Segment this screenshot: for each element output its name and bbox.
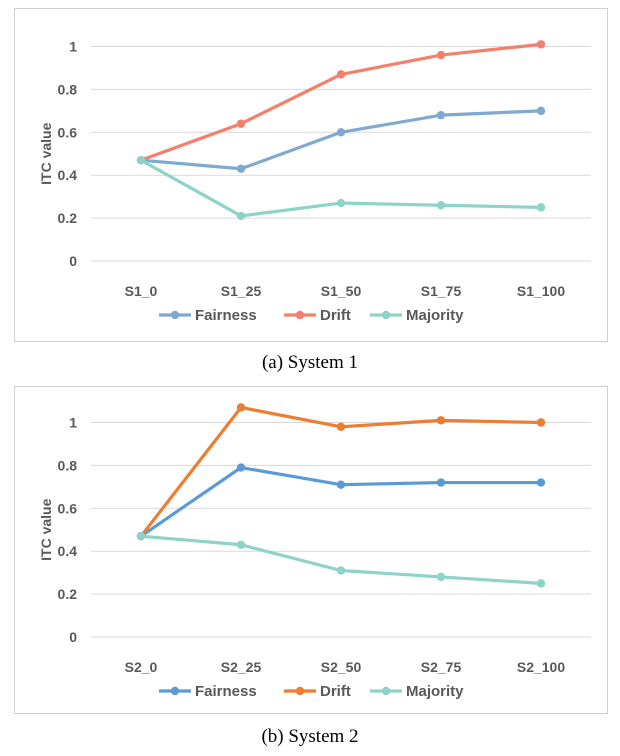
x-tick-label: S1_50 bbox=[321, 283, 362, 299]
legend-label-majority: Majority bbox=[406, 307, 464, 324]
legend-label-drift: Drift bbox=[320, 683, 351, 700]
y-axis-label: ITC value bbox=[38, 122, 54, 184]
y-tick-label: 1 bbox=[69, 415, 77, 431]
series-line-drift bbox=[140, 42, 542, 162]
data-point-fairness bbox=[436, 110, 446, 120]
data-point-drift bbox=[336, 70, 346, 79]
chart-panel-system-1: 0 0.2 0.4 0.6 0.8 1 ITC value S1_0 S1_25 S1_50 S1_… bbox=[14, 8, 608, 342]
data-point-majority bbox=[536, 579, 546, 588]
y-tick-label: 0 bbox=[69, 629, 77, 645]
y-tick-label: 0.4 bbox=[58, 543, 78, 559]
data-point-fairness bbox=[336, 128, 346, 137]
legend-label-majority: Majority bbox=[406, 683, 464, 700]
y-tick-label: 0.6 bbox=[58, 124, 78, 140]
data-point-majority bbox=[236, 540, 246, 549]
x-tick-label: S2_75 bbox=[421, 659, 462, 675]
data-point-fairness bbox=[536, 478, 546, 487]
data-point-fairness bbox=[236, 164, 246, 173]
data-point-majority bbox=[436, 572, 446, 582]
y-tick-label: 0.2 bbox=[58, 210, 78, 226]
data-point-drift bbox=[536, 40, 546, 49]
legend-swatch-marker bbox=[381, 686, 391, 696]
y-tick-label: 0.6 bbox=[58, 500, 78, 516]
y-axis-label: ITC value bbox=[38, 498, 54, 560]
line-chart-system-2: 0 0.2 0.4 0.6 0.8 1 ITC value S2_0 S2_25 S2_50 S2_… bbox=[38, 403, 591, 700]
data-point-drift bbox=[336, 422, 346, 431]
caption-system-2: (b) System 2 bbox=[261, 726, 359, 747]
y-tick-label: 0.4 bbox=[58, 167, 78, 183]
x-tick-label: S1_0 bbox=[125, 283, 158, 299]
x-tick-label: S2_100 bbox=[517, 659, 565, 675]
x-tick-label: S2_25 bbox=[221, 659, 262, 675]
x-tick-label: S2_50 bbox=[321, 659, 362, 675]
data-point-majority bbox=[336, 198, 346, 208]
line-chart-system-1: 0 0.2 0.4 0.6 0.8 1 ITC value S1_0 S1_25 S1_50 S1_… bbox=[38, 39, 591, 324]
legend-swatch-marker bbox=[170, 310, 180, 320]
data-point-majority bbox=[136, 531, 146, 541]
y-tick-label: 1 bbox=[69, 39, 77, 55]
x-tick-label: S1_100 bbox=[517, 283, 565, 299]
legend-swatch-marker bbox=[381, 310, 391, 320]
y-tick-label: 0 bbox=[69, 253, 77, 269]
data-point-majority bbox=[236, 211, 246, 221]
data-point-fairness bbox=[336, 480, 346, 489]
data-point-majority bbox=[536, 203, 546, 212]
data-point-drift bbox=[236, 119, 246, 128]
data-point-fairness bbox=[536, 106, 546, 116]
y-tick-label: 0.8 bbox=[58, 81, 78, 97]
legend-swatch-marker bbox=[295, 310, 305, 320]
legend-label-drift: Drift bbox=[320, 307, 351, 324]
data-point-drift bbox=[236, 403, 246, 412]
x-tick-label: S1_75 bbox=[421, 283, 462, 299]
y-tick-label: 0.8 bbox=[58, 457, 78, 473]
data-point-majority bbox=[136, 155, 146, 165]
chart-panel-system-2: 0 0.2 0.4 0.6 0.8 1 ITC value S2_0 S2_25 S2_50 S2_… bbox=[14, 386, 608, 714]
data-point-drift bbox=[536, 418, 546, 427]
y-tick-label: 0.2 bbox=[58, 586, 78, 602]
data-point-fairness bbox=[436, 478, 446, 487]
data-point-majority bbox=[436, 201, 446, 210]
data-point-drift bbox=[436, 50, 446, 60]
data-point-drift bbox=[436, 416, 446, 425]
data-point-fairness bbox=[236, 463, 246, 472]
legend-swatch-marker bbox=[170, 686, 180, 696]
x-tick-label: S2_0 bbox=[125, 659, 158, 675]
series-line-majority bbox=[140, 534, 542, 585]
legend-label-fairness: Fairness bbox=[195, 307, 257, 324]
series-line-majority bbox=[140, 158, 542, 218]
legend-swatch-marker bbox=[295, 686, 305, 696]
series-line-fairness bbox=[140, 465, 541, 538]
x-tick-label: S1_25 bbox=[221, 283, 262, 299]
data-point-majority bbox=[336, 566, 346, 575]
legend-label-fairness: Fairness bbox=[195, 683, 257, 700]
caption-system-1: (a) System 1 bbox=[261, 352, 359, 373]
